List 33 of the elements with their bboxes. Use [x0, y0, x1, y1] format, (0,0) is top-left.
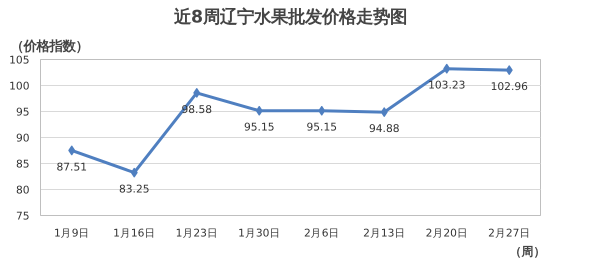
- data-label: 87.51: [56, 160, 88, 174]
- data-label: 95.15: [306, 120, 338, 134]
- y-tick-label: 95: [16, 106, 30, 118]
- point: [380, 107, 388, 118]
- point: [130, 168, 138, 178]
- data-label: 102.96: [490, 80, 528, 94]
- point: [318, 106, 326, 116]
- x-axis-title: （周）: [510, 244, 546, 258]
- point: [256, 106, 263, 116]
- point: [193, 88, 200, 98]
- x-tick-label: 1月9日: [54, 226, 90, 240]
- data-label: 83.25: [118, 182, 150, 196]
- y-tick-label: 80: [16, 184, 30, 196]
- x-tick-label: 2月27日: [488, 226, 530, 240]
- point: [443, 64, 450, 74]
- data-label: 94.88: [368, 122, 400, 136]
- y-tick-label: 105: [9, 54, 30, 66]
- x-tick-label: 1月16日: [113, 226, 156, 240]
- data-label: 103.23: [428, 78, 466, 92]
- point: [506, 65, 513, 76]
- chart-title: 近8周辽宁水果批发价格走势图: [172, 8, 408, 28]
- y-tick-label: 85: [16, 158, 30, 170]
- x-tick-label: 2月20日: [426, 226, 468, 240]
- y-tick-label: 100: [9, 80, 30, 92]
- point: [68, 145, 76, 156]
- y-tick-label: 90: [16, 132, 30, 144]
- x-tick-label: 2月6日: [304, 226, 340, 240]
- x-tick-label: 1月23日: [176, 226, 218, 240]
- x-tick-label: 1月30日: [238, 226, 280, 240]
- y-axis-title: （价格指数）: [10, 40, 88, 54]
- y-tick-label: 75: [16, 210, 30, 222]
- x-tick-label: 2月13日: [363, 226, 406, 240]
- data-label: 95.15: [244, 120, 275, 134]
